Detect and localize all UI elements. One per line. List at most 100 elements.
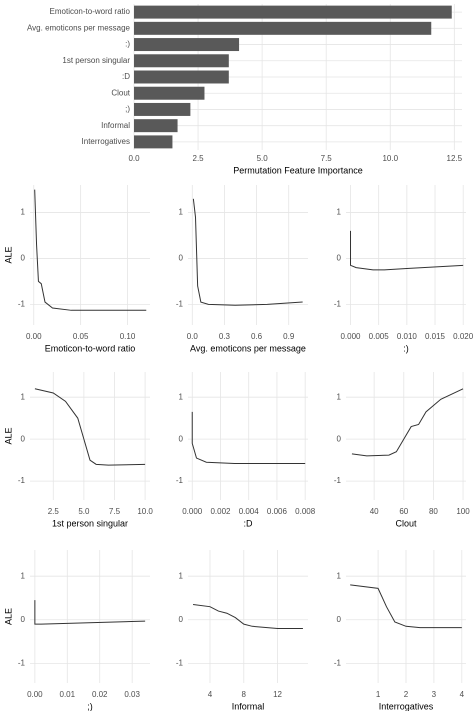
x-tick-label: 2: [404, 690, 409, 699]
y-tick-label: :D: [122, 72, 130, 81]
x-tick-label: 0.004: [239, 507, 260, 516]
x-axis-title: Clout: [395, 518, 417, 528]
x-tick-label: 0.000: [182, 507, 203, 516]
x-tick-label: 12: [273, 690, 282, 699]
bar: [134, 38, 240, 52]
y-tick-label: 0: [21, 254, 26, 263]
x-tick-label: 0.00: [26, 332, 42, 341]
y-tick-label: 0: [179, 434, 184, 443]
bar: [134, 70, 229, 84]
y-tick-label: 1: [179, 392, 184, 401]
x-tick-label: 40: [370, 507, 379, 516]
x-tick-label: 0.00: [27, 690, 43, 699]
x-tick-label: 0.10: [120, 332, 136, 341]
bar: [134, 135, 173, 149]
y-axis-title: ALE: [3, 427, 13, 444]
y-tick-label: -1: [176, 658, 184, 667]
x-tick-label: 10.0: [137, 507, 153, 516]
x-tick-label: 0.010: [397, 332, 418, 341]
x-tick-label: 2.5: [193, 154, 205, 163]
y-tick-label: -1: [334, 476, 342, 485]
y-tick-label: 1: [21, 571, 26, 580]
x-axis-title: Emoticon-to-word ratio: [45, 343, 136, 353]
y-tick-label: 1: [337, 571, 342, 580]
x-tick-label: 5.0: [78, 507, 90, 516]
x-tick-label: 1: [376, 690, 381, 699]
y-tick-label: Clout: [111, 88, 130, 97]
x-tick-label: 0.020: [453, 332, 474, 341]
x-tick-label: 0.02: [92, 690, 108, 699]
y-tick-label: 0: [337, 615, 342, 624]
x-tick-label: 0.03: [124, 690, 140, 699]
y-tick-label: -1: [176, 299, 184, 308]
x-tick-label: 0.0: [187, 332, 199, 341]
y-tick-label: -1: [334, 299, 342, 308]
x-tick-label: 80: [429, 507, 438, 516]
x-tick-label: 3: [432, 690, 437, 699]
bar: [134, 5, 452, 19]
y-tick-label: -1: [18, 476, 26, 485]
x-tick-label: 0.002: [210, 507, 231, 516]
x-axis-title: Interrogatives: [379, 701, 434, 711]
x-tick-label: 10.0: [382, 154, 398, 163]
ale-line: [192, 198, 303, 306]
x-tick-label: 0.6: [251, 332, 263, 341]
bar: [134, 102, 191, 116]
y-tick-label: 1: [21, 208, 26, 217]
y-tick-label: Informal: [101, 121, 130, 130]
x-tick-label: 12.5: [447, 154, 463, 163]
y-tick-label: 1: [337, 208, 342, 217]
x-tick-label: 0.0: [128, 154, 140, 163]
y-tick-label: -1: [18, 299, 26, 308]
ale-line: [193, 604, 303, 629]
y-tick-label: 0: [21, 434, 26, 443]
x-tick-label: 7.5: [321, 154, 333, 163]
x-tick-label: 8: [242, 690, 247, 699]
x-axis-title: Permutation Feature Importance: [233, 165, 363, 175]
x-tick-label: 100: [456, 507, 470, 516]
x-axis-title: Informal: [232, 701, 265, 711]
y-tick-label: :): [125, 40, 130, 49]
y-tick-label: 1: [179, 571, 184, 580]
x-tick-label: 0.008: [295, 507, 316, 516]
x-axis-title: ;): [87, 701, 93, 711]
bar: [134, 21, 432, 35]
y-tick-label: 1: [337, 392, 342, 401]
ale-line: [350, 230, 464, 271]
y-tick-label: 1: [21, 392, 26, 401]
x-tick-label: 0.9: [283, 332, 295, 341]
x-tick-label: 0.3: [219, 332, 231, 341]
y-tick-label: 1: [179, 208, 184, 217]
bar: [134, 119, 178, 133]
y-tick-label: 0: [337, 434, 342, 443]
y-axis-title: ALE: [3, 246, 13, 263]
x-tick-label: 0.05: [73, 332, 89, 341]
ale-line: [191, 411, 306, 464]
y-tick-label: Emoticon-to-word ratio: [50, 7, 131, 16]
bar: [134, 54, 229, 68]
y-tick-label: 1st person singular: [62, 56, 130, 65]
x-axis-title: :): [403, 343, 409, 353]
x-tick-label: 4: [460, 690, 465, 699]
bar: [134, 86, 205, 100]
x-tick-label: 0.015: [425, 332, 446, 341]
y-tick-label: -1: [18, 658, 26, 667]
ale-line: [350, 584, 462, 629]
x-tick-label: 4: [208, 690, 213, 699]
y-tick-label: 0: [179, 615, 184, 624]
x-tick-label: 0.006: [267, 507, 288, 516]
y-tick-label: 0: [21, 615, 26, 624]
x-tick-label: 60: [399, 507, 408, 516]
ale-line: [34, 388, 146, 466]
y-axis-title: ALE: [3, 608, 13, 625]
y-tick-label: 0: [337, 254, 342, 263]
x-tick-label: 2.5: [48, 507, 60, 516]
x-axis-title: :D: [244, 518, 254, 528]
x-tick-label: 0.01: [60, 690, 76, 699]
x-axis-title: 1st person singular: [52, 518, 128, 528]
y-tick-label: Interrogatives: [82, 137, 130, 146]
x-tick-label: 0.005: [369, 332, 390, 341]
ale-line: [34, 600, 146, 625]
y-tick-label: ;): [125, 105, 130, 114]
